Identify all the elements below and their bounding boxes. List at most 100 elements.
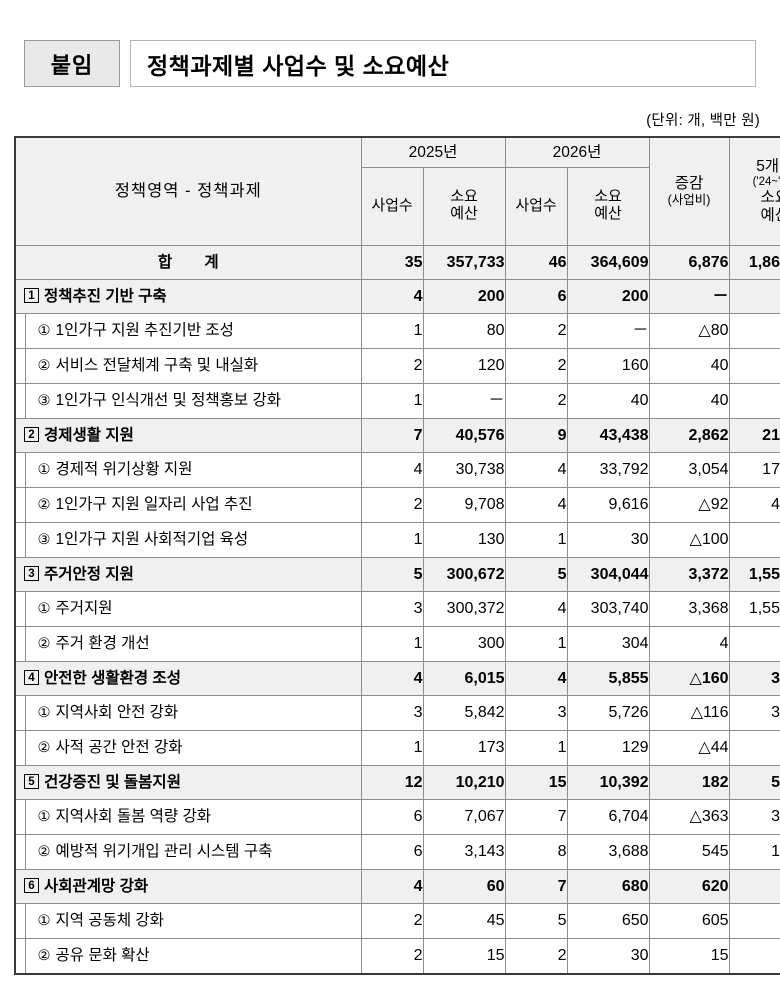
row-indent-cell [14,382,26,419]
cell-budget-2026: 33,792 [566,451,650,488]
cell-five-year: 1,100 [728,278,780,314]
col-header-budget-2026-line2: 예산 [594,205,622,222]
col-header-five-year-line3: 예산 [760,206,780,224]
row-label: ① 지역사회 돌봄 역량 강화 [24,798,362,835]
table-header: 정책영역 - 정책과제 2025년 2026년 증감 (사업비) 5개년 ('2… [14,136,780,246]
cell-delta: 40 [648,347,730,384]
cell-five-year: 120 [728,382,780,419]
cell-five-year: 2,190 [728,868,780,904]
row-marker: ① [37,912,51,929]
cell-count-2026: 4 [504,486,568,523]
page-title: 정책과제별 사업수 및 소요예산 [147,52,450,79]
row-label-text: 안전한 생활환경 조성 [44,669,181,687]
cell-budget-2026: 304,044 [566,556,650,592]
row-marker: ③ [37,392,51,409]
row-label-text: 1인가구 지원 사회적기업 육성 [55,530,249,548]
cell-budget-2026: 9,616 [566,486,650,523]
row-indent-cell [14,347,26,384]
row-marker: ① [37,600,51,617]
cell-budget-2025: 120 [422,347,506,384]
cell-budget-2025: 7,067 [422,798,506,835]
col-header-five-year-range: ('24~'28) [752,175,780,188]
cell-count-2026: 9 [504,417,568,453]
row-label-text: 1인가구 인식개선 및 정책홍보 강화 [55,391,282,409]
row-indent-cell [14,312,26,349]
col-header-budget-2026: 소요 예산 [566,166,650,246]
cell-five-year: 1,556,795 [728,556,780,592]
col-header-delta-main: 증감 [674,175,704,193]
col-header-budget-2025: 소요 예산 [422,166,506,246]
cell-count-2026: 3 [504,694,568,731]
row-label: ① 지역사회 안전 강화 [24,694,362,731]
cell-budget-2026: 200 [566,278,650,314]
cell-count-2026: 5 [504,902,568,939]
cell-delta: △160 [648,660,730,696]
cell-budget-2026: 303,740 [566,590,650,627]
row-marker: 3 [24,565,39,581]
row-indent-cell [14,451,26,488]
col-header-year-2025: 2025년 [360,136,506,168]
cell-delta: 6,876 [648,244,730,280]
row-indent-cell [14,729,26,766]
col-header-policy-name: 정책영역 - 정책과제 [14,136,362,246]
cell-count-2026: 2 [504,347,568,384]
row-label-text: 주거안정 지원 [44,565,134,583]
row-marker: ② [37,635,51,652]
row-label: ① 지역 공동체 강화 [24,902,362,939]
cell-five-year: 1,555,283 [728,590,780,627]
cell-delta: 3,054 [648,451,730,488]
cell-budget-2026: 30 [566,521,650,558]
row-label-text: 합 계 [157,253,233,271]
row-marker: 2 [24,426,39,442]
cell-five-year: 34,353 [728,798,780,835]
row-label: ① 1인가구 지원 추진기반 조성 [24,312,362,349]
row-marker: ③ [37,531,51,548]
row-label-text: 주거지원 [55,599,113,617]
cell-five-year: 1,512 [728,625,780,662]
col-header-budget-2025-line1: 소요 [450,188,478,206]
cell-five-year: 171,578 [728,451,780,488]
cell-budget-2025: 130 [422,521,506,558]
cell-budget-2025: 30,738 [422,451,506,488]
cell-count-2026: 4 [504,451,568,488]
cell-delta: 3,368 [648,590,730,627]
title-box: 정책과제별 사업수 및 소요예산 [130,40,756,87]
row-label: 2 경제생활 지원 [14,417,362,453]
cell-budget-2026: 129 [566,729,650,766]
table-row: ②주거 환경 개선1300130441,512 [14,625,780,662]
cell-delta: △44 [648,729,730,766]
cell-count-2026: 6 [504,278,568,314]
cell-budget-2025: － [422,382,506,419]
cell-delta: 182 [648,764,730,800]
cell-budget-2025: 300 [422,625,506,662]
cell-five-year: 52,429 [728,764,780,800]
col-header-five-year-line1: 5개년 [756,157,780,175]
cell-delta: △100 [648,521,730,558]
cell-delta: 545 [648,833,730,870]
row-marker: 6 [24,877,39,893]
cell-count-2025: 35 [360,244,424,280]
cell-budget-2026: 40 [566,382,650,419]
cell-budget-2026: 43,438 [566,417,650,453]
row-label-text: 주거 환경 개선 [55,634,150,652]
row-marker: ② [37,843,51,860]
row-marker: 5 [24,773,39,789]
col-header-count-2025: 사업수 [360,166,424,246]
cell-count-2026: 7 [504,798,568,835]
row-label: 6 사회관계망 강화 [14,868,362,904]
cell-five-year: 18,076 [728,833,780,870]
row-label-text: 지역사회 안전 강화 [55,703,179,721]
cell-count-2026: 2 [504,312,568,349]
cell-count-2025: 4 [360,451,424,488]
cell-budget-2025: 6,015 [422,660,506,696]
row-label: ② 주거 환경 개선 [24,625,362,662]
cell-delta: 40 [648,382,730,419]
cell-count-2026: 2 [504,937,568,974]
cell-count-2026: 1 [504,521,568,558]
